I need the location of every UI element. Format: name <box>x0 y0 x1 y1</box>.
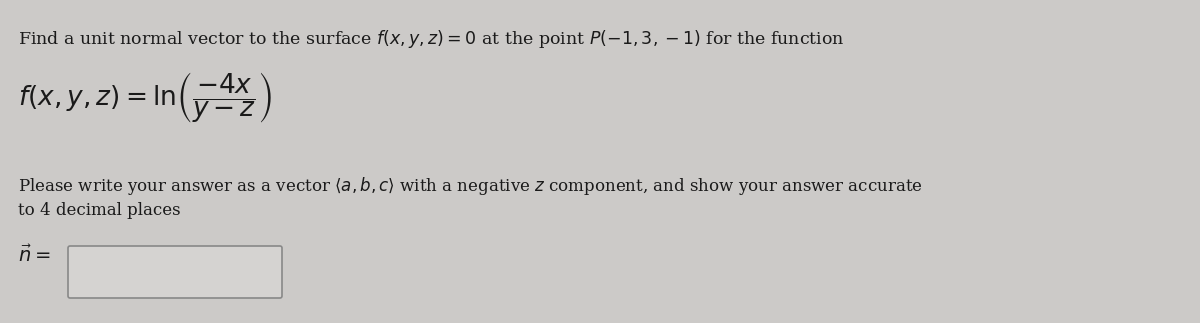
Text: $\vec{n} =$: $\vec{n} =$ <box>18 245 50 266</box>
FancyBboxPatch shape <box>68 246 282 298</box>
Text: Find a unit normal vector to the surface $f(x, y, z) = 0$ at the point $P(-1, 3,: Find a unit normal vector to the surface… <box>18 28 845 50</box>
Text: Please write your answer as a vector $\langle a, b, c \rangle$ with a negative $: Please write your answer as a vector $\l… <box>18 175 923 197</box>
Text: $f(x, y, z) = \ln\!\left(\dfrac{-4x}{y - z}\right)$: $f(x, y, z) = \ln\!\left(\dfrac{-4x}{y -… <box>18 70 271 125</box>
Text: to 4 decimal places: to 4 decimal places <box>18 202 181 219</box>
